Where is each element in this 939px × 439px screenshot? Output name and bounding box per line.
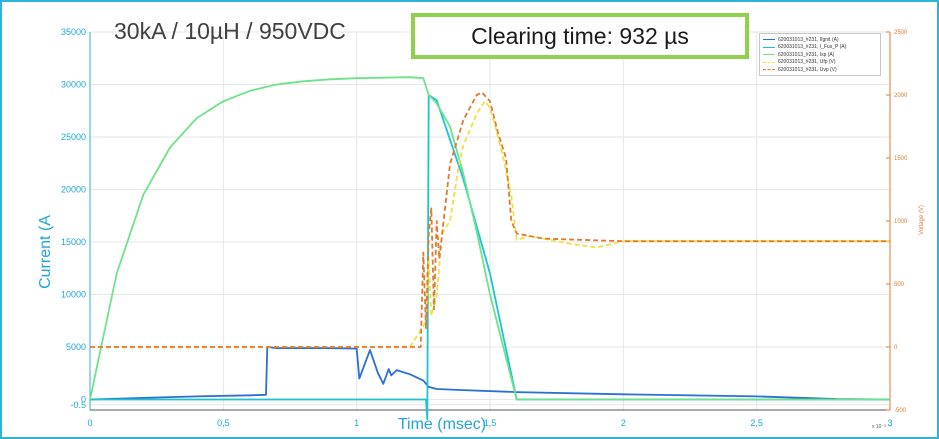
legend-item: 620031013_#231, IIgnit (A) — [763, 36, 877, 44]
y-right-tick-label: 1000 — [894, 219, 908, 225]
y-left-tick-label: 25000 — [61, 132, 86, 142]
x-tick-label: 3 — [887, 418, 892, 428]
y-right-tick-label: 2000 — [894, 93, 908, 99]
x-tick-label: 2 — [621, 418, 626, 428]
legend-label: 620031013_#231, Uvp (V) — [778, 66, 837, 73]
legend-item: 620031013_#231, Ufp (V) — [763, 59, 877, 67]
legend-label: 620031013_#231, I_Fus_P (A) — [778, 44, 847, 51]
legend-swatch — [763, 61, 775, 63]
y-right-tick-label: -500 — [894, 408, 907, 414]
series-line-4 — [90, 100, 890, 348]
x-axis-label: Time (msec) — [398, 416, 486, 433]
legend-item: 620031013_#231, Uvp (V) — [763, 66, 877, 74]
legend: 620031013_#231, IIgnit (A) 620031013_#231… — [759, 33, 881, 76]
legend-swatch — [763, 39, 775, 41]
legend-label: 620031013_#231, Ufp (V) — [778, 59, 836, 66]
series-line-3 — [89, 76, 890, 401]
legend-label: 620031013_#231, Isp (A) — [778, 51, 835, 58]
x-tick-label: 0 — [87, 418, 92, 428]
y-right-tick-label: 500 — [894, 282, 905, 288]
grid — [89, 31, 891, 410]
y-left-tick-label: 5000 — [66, 342, 86, 352]
y-axis-label-right: Voltage (V) — [919, 205, 925, 235]
y-left-tick-label: 0 — [81, 395, 86, 405]
legend-swatch — [763, 46, 775, 48]
y-left-tick-label: -0.5 — [70, 400, 86, 410]
y-left-tick-label: 15000 — [61, 237, 86, 247]
series — [89, 76, 891, 421]
legend-swatch — [763, 69, 775, 71]
y-left-tick-label: 20000 — [61, 185, 86, 195]
x-tick-label: 0,5 — [217, 418, 230, 428]
x-tick-label: 1 — [354, 418, 359, 428]
legend-label: 620031013_#231, IIgnit (A) — [778, 36, 839, 43]
clearing-time-callout: Clearing time: 932 µs — [411, 13, 749, 59]
y-left-tick-label: 30000 — [61, 80, 86, 90]
y-left-tick-label: 35000 — [61, 27, 86, 37]
legend-item: 620031013_#231, Isp (A) — [763, 51, 877, 59]
series-line-1 — [89, 346, 891, 401]
x-axis-exponent-label: x 10⁻³ — [872, 424, 886, 430]
y-right-tick-label: 2500 — [894, 30, 908, 36]
legend-swatch — [763, 54, 775, 56]
tick-labels: 0 0,5 1 1,5 2 2,5 3-0.505000100001500020000250… — [61, 27, 908, 428]
legend-item: 620031013_#231, I_Fus_P (A) — [763, 44, 877, 52]
y-right-tick-label: 0 — [894, 345, 898, 351]
y-right-tick-label: 1500 — [894, 156, 908, 162]
x-tick-label: 2,5 — [750, 418, 763, 428]
y-left-tick-label: 10000 — [61, 290, 86, 300]
test-conditions-label: 30kA / 10µH / 950VDC — [114, 18, 346, 44]
series-line-5 — [90, 91, 890, 348]
clearing-time-text: Clearing time: 932 µs — [471, 22, 689, 49]
y-axis-label-left: Current (A — [37, 215, 54, 289]
x-tick-label: 1,5 — [484, 418, 497, 428]
